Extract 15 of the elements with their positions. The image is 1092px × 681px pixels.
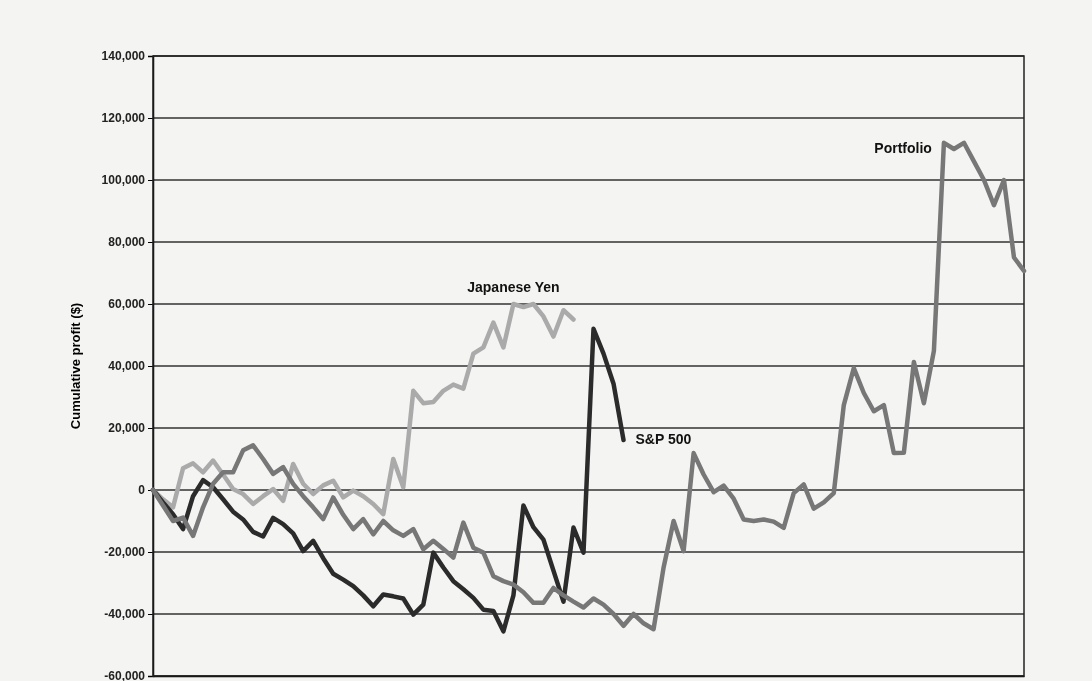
y-tick-label: 40,000 (108, 359, 146, 374)
series-label: Portfolio (874, 139, 932, 156)
y-tick-label: -20,000 (104, 545, 146, 560)
y-tick-label: 80,000 (108, 235, 146, 250)
series-label: S&P 500 (635, 430, 692, 447)
y-tick-label: 20,000 (108, 421, 146, 436)
y-tick-label: 60,000 (108, 297, 146, 312)
series-label: Japanese Yen (467, 278, 560, 295)
y-tick-label: 0 (138, 483, 146, 498)
y-tick-label: 100,000 (101, 173, 146, 188)
line-series (150, 140, 1027, 632)
y-tick-label: -40,000 (104, 607, 146, 622)
y-axis-title: Cumulative profit ($) (68, 302, 83, 430)
y-tick-label: 120,000 (101, 111, 146, 126)
y-tick-label: 140,000 (101, 49, 146, 64)
